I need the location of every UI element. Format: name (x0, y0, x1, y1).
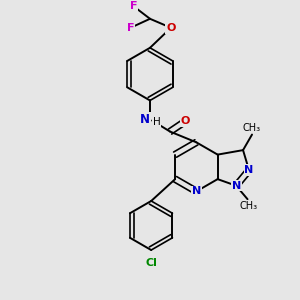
Text: CH₃: CH₃ (243, 123, 261, 133)
Text: N: N (192, 186, 201, 197)
Text: F: F (127, 23, 134, 33)
Text: N: N (140, 112, 150, 125)
Text: CH₃: CH₃ (240, 201, 258, 211)
Text: Cl: Cl (145, 258, 157, 268)
Text: N: N (232, 181, 241, 191)
Text: O: O (166, 23, 176, 33)
Text: O: O (181, 116, 190, 126)
Text: H: H (153, 117, 161, 127)
Text: F: F (130, 1, 137, 11)
Text: N: N (244, 165, 254, 175)
